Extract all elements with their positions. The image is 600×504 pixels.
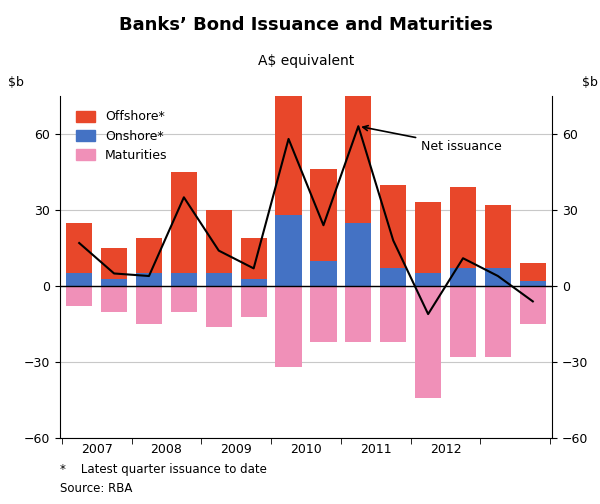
Bar [520, 263, 546, 281]
Bar [380, 184, 406, 269]
Bar [485, 269, 511, 286]
Bar [310, 261, 337, 286]
Bar [241, 238, 267, 279]
Text: Source: RBA: Source: RBA [60, 482, 133, 495]
Text: *    Latest quarter issuance to date: * Latest quarter issuance to date [60, 463, 267, 476]
Bar [66, 286, 92, 306]
Bar [345, 223, 371, 286]
Bar [450, 269, 476, 286]
Bar [485, 286, 511, 357]
Text: $b: $b [581, 76, 598, 89]
Bar [171, 274, 197, 286]
Bar [415, 203, 441, 274]
Bar [66, 274, 92, 286]
Bar [520, 286, 546, 324]
Bar [380, 269, 406, 286]
Legend: Offshore*, Onshore*, Maturities: Offshore*, Onshore*, Maturities [71, 105, 172, 167]
Bar [450, 286, 476, 357]
Bar [206, 286, 232, 327]
Bar [415, 286, 441, 398]
Bar [275, 286, 302, 367]
Bar [380, 286, 406, 342]
Bar [310, 286, 337, 342]
Bar [241, 279, 267, 286]
Bar [136, 274, 162, 286]
Bar [206, 210, 232, 274]
Text: Banks’ Bond Issuance and Maturities: Banks’ Bond Issuance and Maturities [119, 16, 493, 34]
Bar [206, 274, 232, 286]
Bar [101, 286, 127, 311]
Bar [275, 215, 302, 286]
Bar [310, 169, 337, 261]
Bar [171, 286, 197, 311]
Bar [171, 172, 197, 274]
Bar [415, 274, 441, 286]
Bar [136, 238, 162, 274]
Bar [101, 248, 127, 279]
Bar [136, 286, 162, 324]
Bar [450, 187, 476, 269]
Text: $b: $b [8, 76, 24, 89]
Bar [485, 205, 511, 269]
Bar [101, 279, 127, 286]
Bar [345, 71, 371, 223]
Bar [345, 286, 371, 342]
Bar [275, 57, 302, 215]
Text: A$ equivalent: A$ equivalent [258, 54, 354, 69]
Bar [520, 281, 546, 286]
Text: Net issuance: Net issuance [363, 125, 502, 153]
Bar [241, 286, 267, 317]
Bar [66, 223, 92, 274]
